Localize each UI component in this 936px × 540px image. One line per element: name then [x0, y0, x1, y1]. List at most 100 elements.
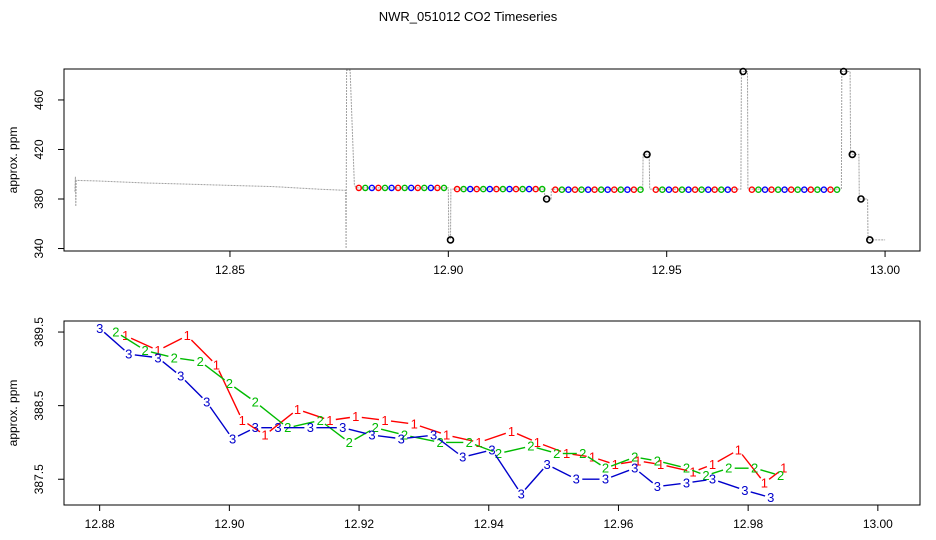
series-segment: [504, 446, 526, 453]
series-point-label: 2: [725, 461, 732, 476]
series-segment: [348, 428, 367, 435]
series-point-label: 1: [508, 424, 515, 439]
series-segment: [587, 456, 601, 466]
cycle-marker: [473, 185, 481, 193]
series-point-label: 2: [197, 354, 204, 369]
series-segment: [640, 457, 652, 461]
axes-top: 12.85 12.90 12.95 13.00 340 380 420 460: [32, 90, 900, 277]
series-segment: [750, 491, 766, 497]
series-point-label: 2: [346, 435, 353, 450]
series-point-label: 2: [495, 446, 502, 461]
series-segment: [597, 458, 610, 464]
series-point-label: 3: [741, 483, 748, 498]
x-tick-label: 12.98: [733, 517, 763, 531]
series-point-label: 1: [261, 428, 268, 443]
series-lines: 1111111111111111111111111222222222222222…: [96, 321, 787, 505]
series-segment: [150, 351, 169, 357]
series-point-label: 3: [307, 420, 314, 435]
series-point-label: 3: [602, 472, 609, 487]
cycle-marker: [637, 186, 644, 193]
plot-frame-bottom: [63, 320, 921, 506]
series-segment: [663, 461, 681, 468]
series-point-label: 3: [631, 461, 638, 476]
cycle-marker: [611, 186, 618, 193]
series-point-label: 2: [654, 453, 661, 468]
series-point-label: 1: [735, 442, 742, 457]
cycle-marker: [532, 185, 540, 193]
cycle-marker: [552, 186, 559, 193]
x-tick-label: 12.88: [85, 517, 115, 531]
cycle-marker: [401, 184, 409, 192]
series-point-label: 1: [294, 402, 301, 417]
series-segment: [162, 361, 177, 373]
cycle-marker: [704, 186, 712, 193]
series-segment: [324, 423, 345, 440]
cycle-marker: [827, 186, 834, 193]
series-segment: [204, 364, 226, 381]
cycle-marker: [440, 184, 448, 192]
cycle-marker: [407, 184, 415, 192]
cycle-marker: [678, 186, 686, 193]
series-point-label: 3: [203, 395, 210, 410]
series-point-label: 3: [177, 369, 184, 384]
cycle-marker: [755, 186, 762, 193]
series-segment: [184, 379, 203, 399]
cycle-marker: [466, 185, 474, 193]
series-point-label: 3: [274, 420, 281, 435]
series-point-label: 2: [527, 439, 534, 454]
series-point-label: 1: [381, 413, 388, 428]
cycle-marker: [685, 186, 692, 193]
chart-title: NWR_051012 CO2 Timeseries: [378, 9, 558, 24]
series-point-label: 2: [553, 446, 560, 461]
series-segment: [691, 469, 701, 475]
spike-marker: [857, 195, 865, 203]
series-point-label: 3: [252, 420, 259, 435]
series-point-label: 2: [579, 446, 586, 461]
series-segment: [638, 471, 654, 484]
x-tick-label: 12.96: [603, 517, 633, 531]
series-segment: [130, 337, 153, 349]
series-point-label: 3: [573, 472, 580, 487]
cycle-marker: [630, 186, 638, 193]
spike-marker: [542, 195, 551, 203]
cycle-marker: [578, 186, 585, 193]
cycle-marker: [394, 184, 402, 192]
series-segment: [698, 465, 708, 471]
plot-frame-top: [63, 68, 921, 252]
series-point-label: 3: [125, 347, 132, 362]
series-segment: [620, 461, 633, 465]
series-segment: [610, 469, 630, 478]
cycle-marker: [565, 186, 572, 193]
cycle-marker: [591, 186, 598, 193]
series-segment: [237, 429, 251, 437]
x-tick-label: 13.00: [870, 263, 900, 277]
series-point-label: 3: [398, 431, 405, 446]
series-segment: [335, 416, 350, 421]
series-point-label: 1: [239, 413, 246, 428]
cycle-marker: [774, 186, 782, 193]
spike-marker: [839, 67, 848, 76]
raw-timeseries-panel: approx. ppm 12.85 12.90 12.95 13.00 340 380 42…: [6, 67, 921, 277]
cycle-marker: [493, 185, 500, 193]
series-point-label: 2: [436, 435, 443, 450]
series-segment: [293, 421, 315, 428]
series-point-label: 1: [534, 435, 541, 450]
x-tick-label: 12.90: [214, 517, 244, 531]
cycle-marker: [617, 186, 625, 193]
y-tick-label: 340: [32, 238, 46, 258]
cycle-marker: [711, 186, 719, 193]
cycle-marker: [624, 186, 631, 193]
series-segment: [717, 452, 734, 463]
series-segment: [377, 435, 396, 439]
series-segment: [134, 354, 153, 358]
cycle-marker: [538, 185, 546, 193]
raw-trace-line: [74, 69, 886, 249]
spike-marker: [739, 67, 747, 76]
series-segment: [666, 465, 688, 472]
series-point-label: 3: [488, 442, 495, 457]
series-point-label: 2: [466, 435, 473, 450]
cycle-marker: [652, 186, 660, 193]
series-segment: [354, 430, 371, 441]
series-point-label: 1: [411, 417, 418, 432]
